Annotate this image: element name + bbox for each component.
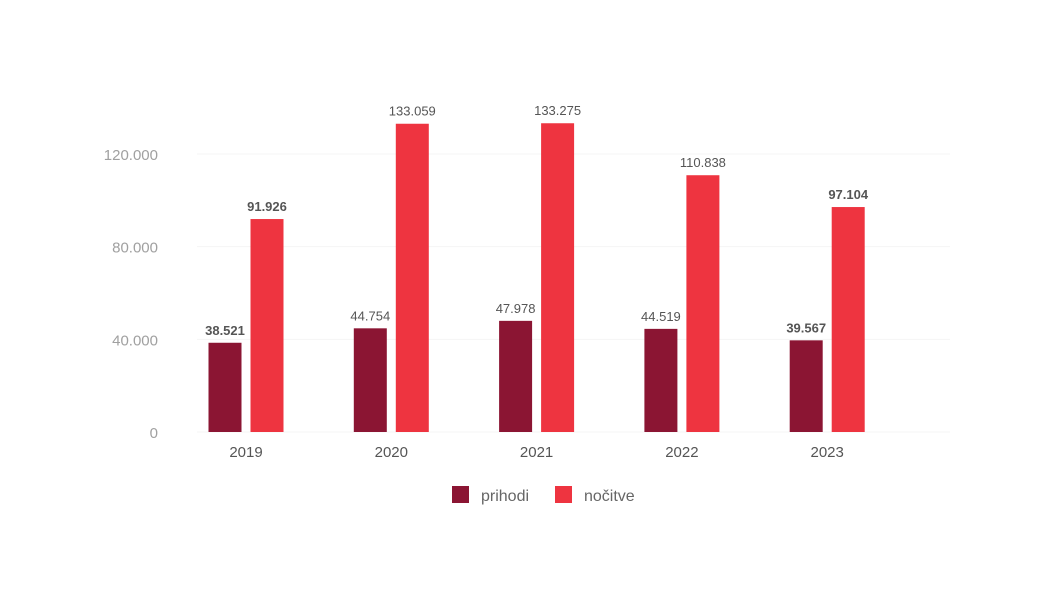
data-label: 47.978 [496, 301, 536, 316]
bar-nocitve [395, 123, 429, 433]
data-label: 133.275 [534, 103, 581, 118]
data-label: 44.519 [641, 309, 681, 324]
y-tick-label: 40.000 [112, 332, 158, 349]
x-tick-label: 2020 [375, 444, 408, 461]
bar-prihodi [789, 340, 823, 432]
x-tick-label: 2022 [665, 444, 698, 461]
data-label: 39.567 [786, 320, 826, 335]
y-tick-label: 80.000 [112, 240, 158, 257]
data-label: 44.754 [350, 308, 390, 323]
x-tick-label: 2019 [229, 444, 262, 461]
x-tick-label: 2021 [520, 444, 553, 461]
data-label: 110.838 [680, 155, 726, 170]
y-tick-label: 120.000 [104, 147, 158, 164]
bar-nocitve [250, 219, 284, 432]
data-label: 97.104 [828, 187, 869, 202]
x-tick-label: 2023 [811, 444, 844, 461]
bar-prihodi [499, 320, 533, 432]
data-label: 133.059 [389, 104, 436, 119]
legend-swatch-nocitve [555, 486, 572, 503]
legend-swatch-prihodi [452, 486, 469, 503]
legend-label: nočitve [584, 488, 635, 505]
data-label: 38.521 [205, 323, 245, 338]
bar-nocitve [686, 175, 720, 433]
bar-prihodi [208, 342, 242, 432]
y-tick-label: 0 [150, 425, 158, 442]
bar-prihodi [353, 328, 387, 432]
data-label: 91.926 [247, 199, 287, 214]
legend-label: prihodi [481, 488, 529, 505]
bar-nocitve [831, 207, 865, 432]
bar-nocitve [541, 123, 575, 432]
bar-prihodi [644, 328, 678, 432]
